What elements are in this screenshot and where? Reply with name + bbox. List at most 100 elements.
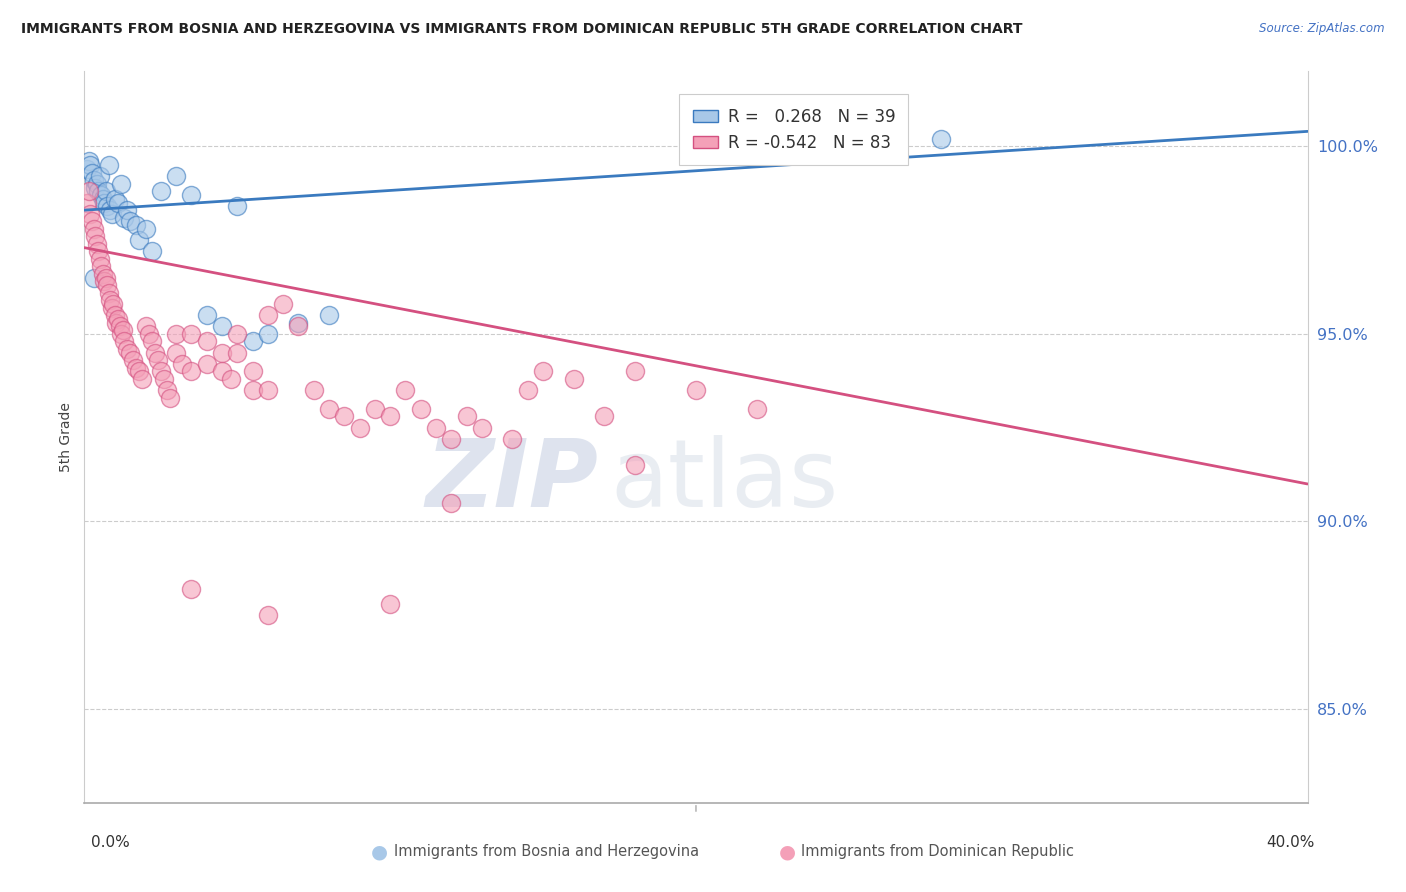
Point (98, 203, 121, 218)
Point (471, 420, 494, 434)
Point (98, 293, 121, 308)
Point (108, 319, 131, 334)
Point (135, 319, 157, 334)
Point (89, 252, 111, 266)
Point (364, 401, 387, 416)
Point (211, 345, 233, 359)
Point (624, 458, 647, 473)
Text: ●: ● (779, 842, 796, 862)
Point (624, 364, 647, 378)
Y-axis label: 5th Grade: 5th Grade (59, 402, 73, 472)
Point (112, 211, 135, 225)
Point (105, 316, 128, 330)
Point (165, 169, 187, 184)
Point (257, 383, 280, 397)
Point (172, 357, 194, 371)
Point (96, 278, 118, 293)
Point (91, 192, 114, 206)
Point (531, 364, 554, 378)
Point (125, 218, 148, 232)
Point (409, 401, 432, 416)
Point (76, 195, 98, 210)
Point (318, 308, 340, 322)
Point (156, 383, 179, 397)
Point (90, 260, 112, 274)
Point (211, 364, 233, 378)
Point (143, 345, 166, 359)
Point (141, 334, 163, 349)
Point (440, 432, 463, 446)
Point (80, 214, 103, 228)
Point (120, 214, 142, 228)
Point (180, 582, 202, 596)
Point (135, 222, 157, 236)
Point (104, 192, 127, 206)
Point (87, 185, 110, 199)
Point (257, 308, 280, 322)
Point (195, 334, 218, 349)
Point (219, 372, 242, 386)
Point (83, 270, 105, 285)
Point (83, 173, 105, 187)
Point (146, 353, 169, 368)
Point (380, 597, 402, 611)
Point (257, 608, 280, 623)
Point (302, 383, 325, 397)
Point (165, 345, 187, 359)
Point (86, 177, 108, 191)
Point (180, 326, 202, 341)
Point (153, 372, 176, 386)
Point (242, 334, 264, 349)
Point (195, 308, 218, 322)
Point (562, 372, 585, 386)
Point (685, 383, 707, 397)
Legend: R =   0.268   N = 39, R = -0.542   N = 83: R = 0.268 N = 39, R = -0.542 N = 83 (679, 95, 908, 165)
Point (180, 188, 202, 202)
Point (111, 323, 134, 337)
Point (76, 161, 98, 176)
Point (180, 364, 202, 378)
Point (77, 185, 100, 199)
Text: IMMIGRANTS FROM BOSNIA AND HERZEGOVINA VS IMMIGRANTS FROM DOMINICAN REPUBLIC 5TH: IMMIGRANTS FROM BOSNIA AND HERZEGOVINA V… (21, 22, 1022, 37)
Point (77, 154, 100, 169)
Point (91, 267, 114, 281)
Point (929, 132, 952, 146)
Point (93, 195, 115, 210)
Point (84, 229, 107, 244)
Point (120, 345, 142, 359)
Point (159, 391, 181, 405)
Point (747, 401, 769, 416)
Point (110, 326, 132, 341)
Point (138, 326, 160, 341)
Text: Immigrants from Dominican Republic: Immigrants from Dominican Republic (801, 845, 1074, 859)
Point (456, 409, 478, 424)
Point (84, 180, 107, 194)
Point (287, 316, 309, 330)
Point (104, 308, 127, 322)
Point (97, 285, 120, 300)
Point (89, 169, 111, 184)
Text: 40.0%: 40.0% (1267, 836, 1315, 850)
Point (287, 319, 309, 334)
Point (242, 383, 264, 397)
Point (115, 203, 138, 218)
Text: 0.0%: 0.0% (91, 836, 131, 850)
Text: atlas: atlas (610, 435, 838, 527)
Point (149, 185, 172, 199)
Point (86, 236, 108, 251)
Text: Immigrants from Bosnia and Herzegovina: Immigrants from Bosnia and Herzegovina (394, 845, 699, 859)
Point (101, 207, 124, 221)
Point (165, 326, 187, 341)
Point (101, 301, 124, 315)
Point (226, 199, 249, 213)
Point (516, 383, 538, 397)
Point (125, 360, 148, 375)
Point (83, 222, 105, 236)
Point (128, 364, 150, 378)
Text: Source: ZipAtlas.com: Source: ZipAtlas.com (1260, 22, 1385, 36)
Point (107, 312, 129, 326)
Point (79, 158, 101, 172)
Point (318, 401, 340, 416)
Point (79, 207, 101, 221)
Point (502, 432, 524, 446)
